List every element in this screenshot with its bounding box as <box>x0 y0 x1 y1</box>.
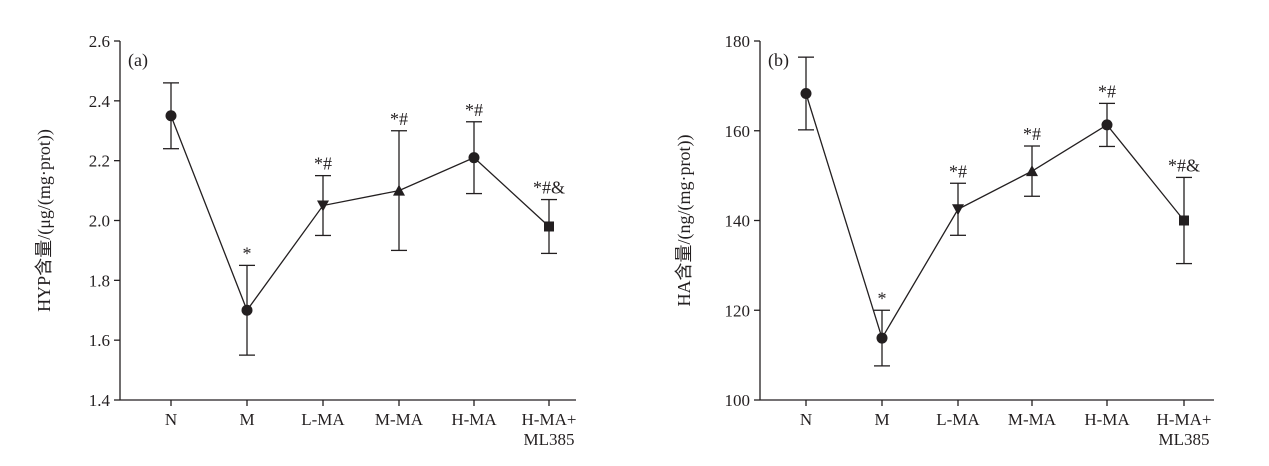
significance-label: *# <box>465 100 483 120</box>
y-tick-label: 2.0 <box>89 212 110 231</box>
significance-label: * <box>243 243 252 263</box>
data-point <box>876 332 888 344</box>
x-tick-label: H-MA <box>451 410 497 429</box>
x-tick-label: M-MA <box>375 410 424 429</box>
series-line <box>805 93 1185 340</box>
series-line <box>170 115 550 312</box>
significance-label: *# <box>949 161 967 181</box>
y-axis-title: HA含量/(ng/(mg·prot)) <box>674 135 695 307</box>
data-point <box>1179 215 1189 226</box>
data-point <box>393 184 405 196</box>
data-point <box>800 88 812 100</box>
data-point <box>544 221 554 232</box>
data-point <box>317 200 329 212</box>
significance-label: *# <box>1023 124 1041 144</box>
data-point <box>1026 165 1038 177</box>
y-tick-label: 2.6 <box>89 32 110 51</box>
significance-label: *#& <box>533 178 565 198</box>
x-tick-label: N <box>165 410 177 429</box>
chart-panel-a: 1.4 1.6 1.8 2.0 2.2 2.4 2.6 HYP含量/(μg/(mg·prot)… <box>34 32 576 449</box>
y-tick-label: 1.8 <box>89 271 110 290</box>
y-tick-label: 1.4 <box>89 391 111 410</box>
y-tick-label: 140 <box>725 212 751 231</box>
y-tick-label: 180 <box>725 32 751 51</box>
x-tick-label: H-MA+ ML385 <box>522 410 577 449</box>
x-tick-label: M-MA <box>1008 410 1057 429</box>
x-tick-label: H-MA <box>1084 410 1130 429</box>
data-point <box>468 152 480 164</box>
panel-label: (a) <box>128 50 148 71</box>
y-tick-label: 100 <box>725 391 751 410</box>
x-tick-label: L-MA <box>936 410 980 429</box>
y-tick-label: 2.4 <box>89 92 111 111</box>
data-point <box>241 304 253 316</box>
y-tick-label: 2.2 <box>89 152 110 171</box>
y-axis-title: HYP含量/(μg/(mg·prot)) <box>34 129 55 312</box>
chart-panel-b: 100 120 140 160 180 HA含量/(ng/(mg·prot)) (b) N M L… <box>674 32 1214 449</box>
y-tick-label: 1.6 <box>89 331 110 350</box>
x-tick-label: M <box>874 410 889 429</box>
x-tick-label: H-MA+ ML385 <box>1157 410 1212 449</box>
data-point <box>165 110 177 122</box>
y-tick-label: 160 <box>725 122 751 141</box>
significance-label: *# <box>390 109 408 129</box>
significance-label: *#& <box>1168 155 1200 175</box>
data-point <box>1101 119 1113 131</box>
significance-label: *# <box>1098 81 1116 101</box>
x-tick-label: M <box>239 410 254 429</box>
x-tick-label: L-MA <box>301 410 345 429</box>
data-point <box>952 204 964 216</box>
significance-label: * <box>878 288 887 308</box>
y-tick-label: 120 <box>725 301 751 320</box>
panel-label: (b) <box>768 50 789 71</box>
significance-label: *# <box>314 154 332 174</box>
x-tick-label: N <box>800 410 812 429</box>
